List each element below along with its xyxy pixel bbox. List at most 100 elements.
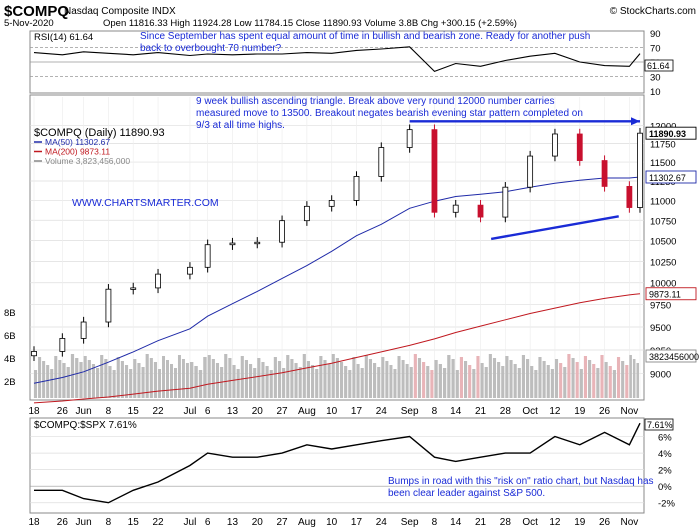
volume-bar <box>377 367 381 398</box>
x-tick-label: 22 <box>152 517 164 528</box>
x-tick-label: 8 <box>432 406 438 417</box>
candle-body <box>452 204 459 213</box>
volume-bar <box>480 363 484 398</box>
volume-bar <box>298 367 302 398</box>
x-tick-label: 24 <box>376 406 388 417</box>
volume-bar <box>542 361 546 398</box>
price-tick-label: 10000 <box>650 279 676 290</box>
price-tag-box <box>645 349 697 363</box>
volume-bar <box>198 370 203 398</box>
volume-bar <box>364 355 368 398</box>
volume-bar <box>169 364 173 398</box>
rsi-tick-label: 30 <box>650 73 661 84</box>
volume-bar <box>87 360 91 398</box>
volume-bar <box>124 365 129 398</box>
candle-body <box>303 205 310 222</box>
volume-bar <box>550 369 554 398</box>
candle-body <box>254 241 261 245</box>
candle-body <box>353 176 360 201</box>
volume-bar <box>232 365 236 398</box>
x-tick-label: Sep <box>401 406 419 417</box>
volume-bar <box>373 363 377 398</box>
volume-bar <box>177 355 181 398</box>
chart-date: 5-Nov-2020 <box>4 18 54 29</box>
ratio-tick-label: 2% <box>658 466 672 477</box>
volume-bar <box>335 358 339 398</box>
price-tick-label: 9750 <box>650 301 671 312</box>
volume-bar <box>211 359 215 398</box>
volume-bar <box>546 365 550 398</box>
volume-bar <box>604 362 608 398</box>
volume-bar <box>269 370 273 398</box>
volume-bar <box>368 359 373 398</box>
legend-entry: MA(50) 11302.67 <box>45 137 110 147</box>
volume-bar <box>632 359 636 398</box>
volume-bar <box>563 367 567 398</box>
volume-bar <box>240 356 244 398</box>
volume-bar <box>468 365 472 398</box>
volume-bar <box>434 360 438 398</box>
volume-bar <box>596 368 600 398</box>
volume-bar <box>442 368 447 398</box>
volume-bar <box>79 362 83 398</box>
volume-bar <box>149 358 153 398</box>
volume-bar <box>621 361 625 398</box>
volume-bar <box>54 356 58 398</box>
x-tick-label: Oct <box>522 406 538 417</box>
volume-bar <box>629 355 632 398</box>
x-tick-label: Jul <box>184 517 197 528</box>
volume-bar <box>38 357 42 398</box>
volume-bar <box>120 361 124 398</box>
x-tick-label: 20 <box>252 517 264 528</box>
volume-bar <box>422 362 426 398</box>
volume-bar <box>438 364 442 398</box>
volume-bar <box>393 369 397 398</box>
volume-bar <box>244 360 248 398</box>
x-tick-label: Nov <box>620 517 638 528</box>
candle-body <box>80 321 87 339</box>
volume-bar <box>323 360 327 398</box>
volume-bar <box>567 354 571 398</box>
ma50-line <box>33 176 641 384</box>
x-tick-label: 17 <box>351 517 363 528</box>
ma200-line <box>33 293 641 404</box>
x-tick-label: Aug <box>298 406 316 417</box>
volume-bar <box>236 369 240 398</box>
volume-bar <box>331 354 335 398</box>
price-tick-label: 9000 <box>650 370 671 381</box>
volume-tick-label: 4B <box>4 354 16 365</box>
volume-bar <box>207 355 211 398</box>
legend-entry: Volume 3,823,456,000 <box>45 156 130 166</box>
x-tick-label: 15 <box>128 406 140 417</box>
volume-bar <box>108 366 112 398</box>
volume-bar <box>224 354 228 398</box>
rsi-label: RSI(14) 61.64 <box>34 32 93 43</box>
volume-bar <box>575 362 579 398</box>
price-tag-box <box>645 287 697 301</box>
x-tick-label: 12 <box>549 406 561 417</box>
volume-bar <box>162 356 166 398</box>
x-tick-label: 19 <box>574 517 586 528</box>
volume-bar <box>447 355 451 398</box>
price-tick-label: 11500 <box>650 158 676 169</box>
volume-bar <box>497 362 501 398</box>
x-tick-label: 8 <box>432 517 438 528</box>
volume-bar <box>592 364 596 398</box>
volume-bar <box>166 360 169 398</box>
volume-bar <box>352 357 356 398</box>
volume-bar <box>100 355 104 398</box>
candle-body <box>626 186 633 208</box>
x-tick-label: 6 <box>205 406 211 417</box>
price-tick-label: 10250 <box>650 257 676 268</box>
candle-body <box>31 351 37 357</box>
candle-body <box>431 129 438 213</box>
volume-bar <box>315 369 319 398</box>
volume-bar <box>401 360 405 398</box>
symbol-title: $COMPQ <box>4 3 69 20</box>
candle-body <box>552 133 558 157</box>
ratio-tick-label: 6% <box>658 433 672 444</box>
volume-bar <box>42 361 46 398</box>
volume-bar <box>257 358 261 398</box>
volume-bar <box>273 357 277 398</box>
x-tick-label: Jun <box>76 406 92 417</box>
